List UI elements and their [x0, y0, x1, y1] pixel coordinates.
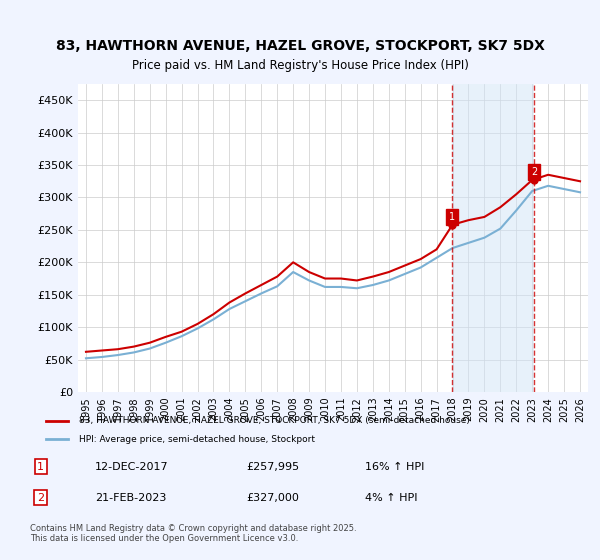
- Text: £257,995: £257,995: [246, 461, 299, 472]
- Text: Contains HM Land Registry data © Crown copyright and database right 2025.
This d: Contains HM Land Registry data © Crown c…: [30, 524, 356, 543]
- Text: 83, HAWTHORN AVENUE, HAZEL GROVE, STOCKPORT, SK7 5DX (semi-detached house): 83, HAWTHORN AVENUE, HAZEL GROVE, STOCKP…: [79, 416, 469, 425]
- Text: 21-FEB-2023: 21-FEB-2023: [95, 493, 166, 503]
- Text: 12-DEC-2017: 12-DEC-2017: [95, 461, 169, 472]
- Text: 1: 1: [449, 212, 455, 222]
- Text: 16% ↑ HPI: 16% ↑ HPI: [365, 461, 424, 472]
- Text: £327,000: £327,000: [246, 493, 299, 503]
- Text: 2: 2: [37, 493, 44, 503]
- Bar: [452, 84, 534, 392]
- Text: HPI: Average price, semi-detached house, Stockport: HPI: Average price, semi-detached house,…: [79, 435, 314, 444]
- Text: Price paid vs. HM Land Registry's House Price Index (HPI): Price paid vs. HM Land Registry's House …: [131, 59, 469, 72]
- Text: 4% ↑ HPI: 4% ↑ HPI: [365, 493, 418, 503]
- Text: 2: 2: [531, 167, 538, 177]
- Text: 83, HAWTHORN AVENUE, HAZEL GROVE, STOCKPORT, SK7 5DX: 83, HAWTHORN AVENUE, HAZEL GROVE, STOCKP…: [56, 39, 544, 53]
- Text: 1: 1: [37, 461, 44, 472]
